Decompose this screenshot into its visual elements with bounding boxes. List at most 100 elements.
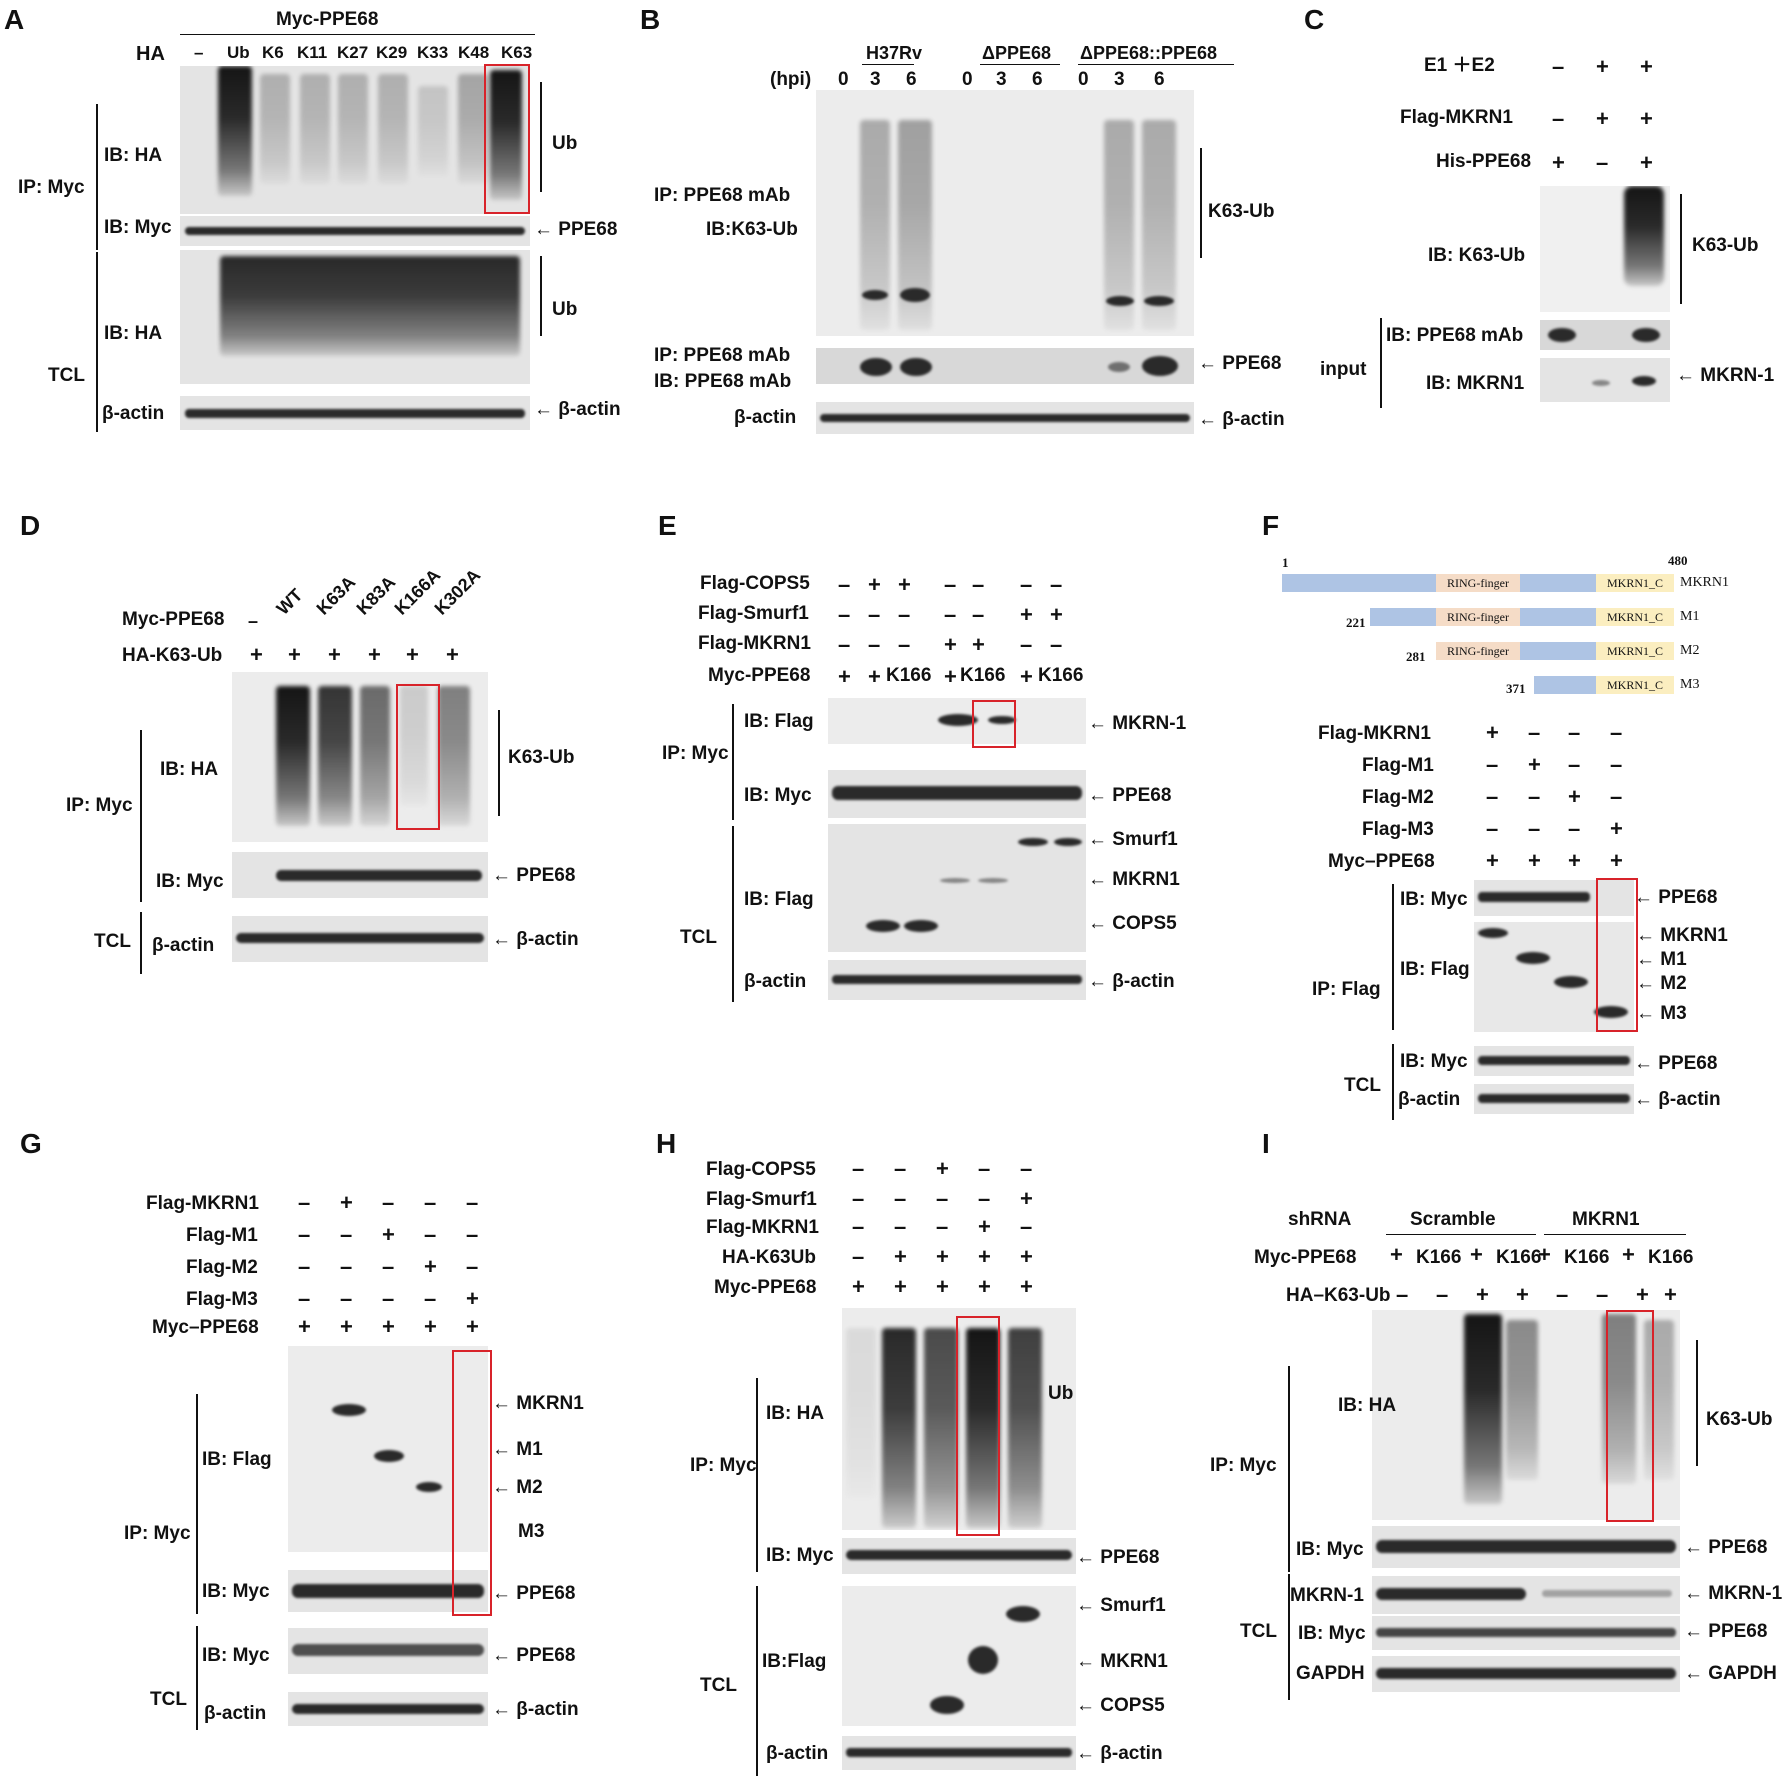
ppe68-text: PPE68 xyxy=(1658,1053,1718,1074)
condition-value: – xyxy=(1020,1214,1033,1239)
mkrn-row-label: MKRN-1 xyxy=(1290,1585,1364,1606)
blot-bactin xyxy=(288,1692,488,1726)
condition-value: + xyxy=(944,632,957,657)
construct-header: Myc-PPE68 xyxy=(276,9,379,30)
ppe68-label: ← PPE68 xyxy=(492,865,576,886)
ip-label: IP: Myc xyxy=(124,1523,191,1544)
condition-value: – xyxy=(1610,720,1623,745)
myc-value: + xyxy=(1470,1242,1483,1267)
condition-value: K166 xyxy=(960,665,1006,686)
bracket xyxy=(540,256,542,336)
bracket xyxy=(196,1394,198,1614)
input-label: input xyxy=(1320,359,1367,380)
ip-label: IP: Myc xyxy=(690,1455,757,1476)
bactin-text: β-actin xyxy=(1222,409,1285,430)
condition-value: + xyxy=(894,1274,907,1299)
ha-value: + xyxy=(1516,1282,1529,1307)
condition-label: Flag-Smurf1 xyxy=(706,1189,817,1210)
ppe68-text: PPE68 xyxy=(558,219,618,240)
group-line xyxy=(980,64,1060,65)
ib-label: IB: Myc xyxy=(1296,1539,1364,1560)
condition-value: – xyxy=(1610,784,1623,809)
ib-label: β-actin xyxy=(152,935,215,956)
ib-label: IB: HA xyxy=(766,1403,825,1424)
bracket xyxy=(1200,148,1202,258)
ib-label: IB: Myc xyxy=(1298,1623,1366,1644)
condition-value: – xyxy=(1486,752,1499,777)
ppe68-label: ← PPE68 xyxy=(1198,353,1282,374)
mkrn1-text: MKRN-1 xyxy=(1708,1583,1783,1604)
condition-value: + xyxy=(1596,106,1609,131)
bracket xyxy=(140,730,142,902)
ring-domain: RING-finger xyxy=(1436,574,1520,592)
condition-value: – xyxy=(1486,816,1499,841)
panel-label-a: A xyxy=(4,4,25,35)
blot-bactin xyxy=(842,1736,1076,1770)
blot-tcl-flag xyxy=(828,824,1086,952)
ppe68-label: ← PPE68 xyxy=(1634,1053,1718,1074)
domain-name: M1 xyxy=(1680,609,1700,624)
tcl-label: TCL xyxy=(94,931,131,952)
condition-value: – xyxy=(894,1214,907,1239)
ppe68-label: ← PPE68 xyxy=(1684,1537,1768,1558)
condition-value: – xyxy=(298,1286,311,1311)
condition-value: – xyxy=(382,1254,395,1279)
ib-label: IB: Myc xyxy=(1400,1051,1468,1072)
condition-value: – xyxy=(424,1286,437,1311)
ip-label: IP: Flag xyxy=(1312,979,1381,1000)
ha-value: + xyxy=(1664,1282,1677,1307)
bactin-text: β-actin xyxy=(516,929,579,950)
blot-bactin xyxy=(828,960,1086,1000)
bactin-label: ← β-actin xyxy=(492,1699,579,1720)
time-label: 3 xyxy=(1114,69,1125,90)
smurf1-label: ← Smurf1 xyxy=(1076,1595,1166,1616)
bactin-label: ← β-actin xyxy=(1198,409,1285,430)
condition-value: + xyxy=(382,1222,395,1247)
domain-name: M3 xyxy=(1680,677,1700,692)
c-domain: MKRN1_C xyxy=(1596,642,1674,660)
mkrn1-dash-label: ← MKRN-1 xyxy=(1088,713,1187,734)
condition-value: + xyxy=(1020,1274,1033,1299)
blot-ip-ha xyxy=(232,672,488,842)
ppe68-text: PPE68 xyxy=(1100,1547,1160,1568)
m1-text: M1 xyxy=(1660,949,1687,970)
ib-label: IB: MKRN1 xyxy=(1426,373,1525,394)
condition-value: – xyxy=(868,632,881,657)
condition-value: – xyxy=(978,1186,991,1211)
condition-value: – xyxy=(1568,752,1581,777)
gapdh-label: ← GAPDH xyxy=(1684,1663,1777,1684)
m2-label: ← M2 xyxy=(1636,973,1687,994)
lane-label: K83A xyxy=(352,572,400,619)
blot-ip-ha xyxy=(180,66,530,214)
ppe68-text: PPE68 xyxy=(516,1645,576,1666)
condition-label: Myc–PPE68 xyxy=(1328,851,1435,872)
m1-label: ← M1 xyxy=(492,1439,543,1460)
ib-label: IB: Flag xyxy=(1400,959,1470,980)
condition-label: Flag-COPS5 xyxy=(706,1159,816,1180)
ha-value: + xyxy=(250,642,263,667)
blot-ip-k63 xyxy=(816,90,1194,336)
mkrn1-label: ← MKRN1 xyxy=(492,1393,584,1414)
tcl-label: TCL xyxy=(680,927,717,948)
ppe68-label: ← PPE68 xyxy=(1634,887,1718,908)
condition-value: – xyxy=(1050,632,1063,657)
condition-value: + xyxy=(1568,784,1581,809)
condition-value: + xyxy=(936,1156,949,1181)
condition-value: + xyxy=(868,664,881,689)
cops5-label: ← COPS5 xyxy=(1076,1695,1165,1716)
m3-label: M3 xyxy=(518,1521,545,1542)
time-label: 3 xyxy=(996,69,1007,90)
blot-tcl-myc xyxy=(1372,1616,1680,1650)
condition-value: – xyxy=(1020,1156,1033,1181)
condition-value: – xyxy=(898,632,911,657)
ring-domain: RING-finger xyxy=(1436,608,1520,626)
domain-name: M2 xyxy=(1680,643,1700,658)
myc-value: + xyxy=(1538,1242,1551,1267)
condition-value: + xyxy=(868,572,881,597)
ha-value: + xyxy=(368,642,381,667)
ha-value: + xyxy=(1636,1282,1649,1307)
condition-value: K166 xyxy=(886,665,932,686)
blot-ip-flag xyxy=(288,1346,488,1552)
condition-value: – xyxy=(894,1156,907,1181)
condition-label: Flag-M1 xyxy=(186,1225,258,1246)
